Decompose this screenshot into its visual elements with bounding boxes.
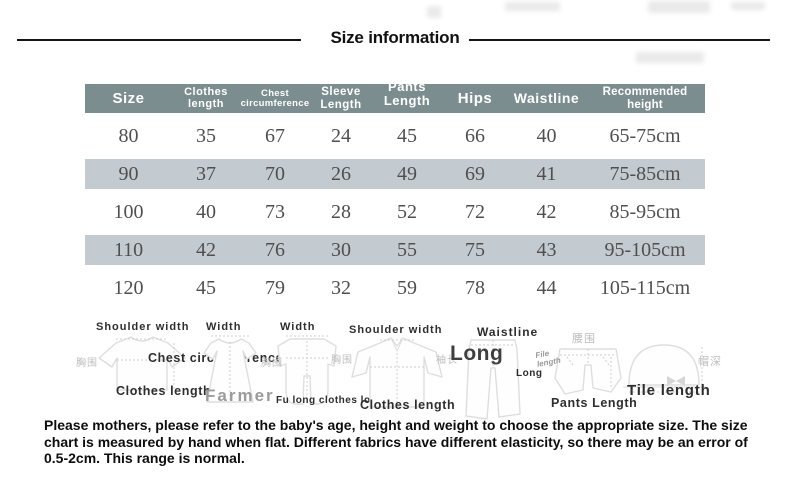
- table-row-size-90: 90 37 70 26 49 69 41 75-85cm: [85, 155, 705, 193]
- ghost-artifact: [427, 6, 441, 18]
- col-header-recommended-height: Recommended height: [585, 84, 705, 117]
- tshirt-shoulder-width-label: Shoulder width: [96, 321, 190, 333]
- jacket-clothes-length-label: Clothes length: [360, 398, 456, 412]
- table-row-size-80: 80 35 67 24 45 66 40 65-75cm: [118, 124, 681, 147]
- jacket-chest-cn-label: 胸围: [331, 355, 353, 366]
- title-left-rule: [17, 39, 301, 41]
- dress-width-label: Width: [206, 321, 242, 333]
- romper-length-label: Fu long clothes long: [276, 395, 384, 406]
- romper-width-label: Width: [280, 321, 316, 333]
- romper-sketch-icon: [277, 335, 337, 405]
- tshirt-clothes-length-label: Clothes length: [116, 384, 212, 398]
- shorts-waist-cn-label: 腰围: [572, 333, 596, 345]
- measurement-diagrams: Shoulder width 胸围 Chest circumference Cl…: [0, 315, 790, 420]
- tshirt-sketch-icon: [98, 336, 186, 391]
- hat-depth-cn-label: 帽深: [698, 356, 722, 368]
- hat-sketch-icon: [623, 344, 705, 393]
- pants-long-label: Long: [450, 342, 504, 365]
- shorts-pants-length-label: Pants Length: [551, 396, 638, 410]
- size-note: Please mothers, please refer to the baby…: [44, 417, 748, 466]
- ghost-artifact: [636, 52, 704, 63]
- ghost-artifact: [648, 1, 710, 13]
- title-right-rule: [469, 39, 770, 41]
- pants-sketch-icon: [465, 339, 521, 420]
- jacket-shoulder-width-label: Shoulder width: [349, 324, 443, 336]
- ghost-artifact: [731, 2, 765, 10]
- jacket-sketch-icon: [351, 337, 443, 408]
- dress-farmer-label: Farmer: [205, 386, 275, 405]
- shorts-sketch-icon: [554, 348, 622, 395]
- col-header-hips: Hips: [442, 84, 508, 117]
- hat-tile-length-label: Tile length: [627, 382, 711, 399]
- table-row-size-110: 110 42 76 30 55 75 43 95-105cm: [85, 231, 705, 269]
- pants-long-side-label: Long: [516, 368, 543, 379]
- size-table: Size Clothes length Chest circumference …: [85, 79, 705, 307]
- table-row-size-100: 100 40 73 28 52 72 42 85-95cm: [113, 200, 681, 223]
- col-header-size: Size: [85, 84, 172, 117]
- col-header-sleeve-length: Sleeve Length: [310, 84, 372, 117]
- col-header-chest-circumference: Chest circumference: [240, 84, 310, 117]
- table-header-row: Size Clothes length Chest circumference …: [85, 79, 705, 117]
- romper-chest-cn-label: 胸围: [261, 358, 283, 369]
- col-header-clothes-length: Clothes length: [172, 84, 240, 117]
- pants-waistline-label: Waistline: [477, 325, 539, 339]
- jacket-sleeve-cn-label: 袖长: [436, 355, 458, 366]
- col-header-waistline: Waistline: [508, 84, 585, 117]
- col-header-pants-length: Pants Length: [372, 79, 442, 117]
- tshirt-chest-cn-label: 胸围: [76, 358, 98, 369]
- table-row-size-120: 120 45 79 32 59 78 44 105-115cm: [113, 276, 691, 299]
- page-title: Size information: [330, 28, 460, 47]
- dress-sketch-icon: [203, 335, 257, 403]
- ghost-artifact: [505, 2, 560, 11]
